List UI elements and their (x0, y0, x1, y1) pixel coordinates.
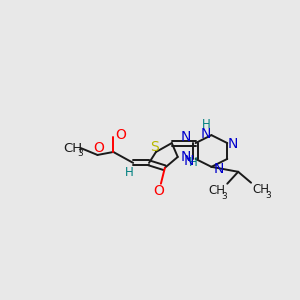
Text: O: O (93, 141, 104, 155)
Text: CH: CH (253, 183, 269, 196)
Text: O: O (115, 128, 126, 142)
Text: CH: CH (63, 142, 82, 154)
Text: CH: CH (209, 184, 226, 197)
Text: N: N (181, 150, 191, 164)
Text: N: N (228, 137, 238, 151)
Text: 3: 3 (77, 149, 82, 158)
Text: H: H (125, 166, 134, 179)
Text: 3: 3 (265, 191, 271, 200)
Text: N: N (181, 130, 191, 144)
Text: N: N (200, 127, 211, 141)
Text: H: H (189, 156, 198, 170)
Text: 3: 3 (221, 192, 227, 201)
Text: H: H (202, 118, 211, 131)
Text: N: N (184, 154, 194, 168)
Text: O: O (154, 184, 164, 198)
Text: S: S (151, 140, 159, 154)
Text: N: N (213, 162, 224, 176)
